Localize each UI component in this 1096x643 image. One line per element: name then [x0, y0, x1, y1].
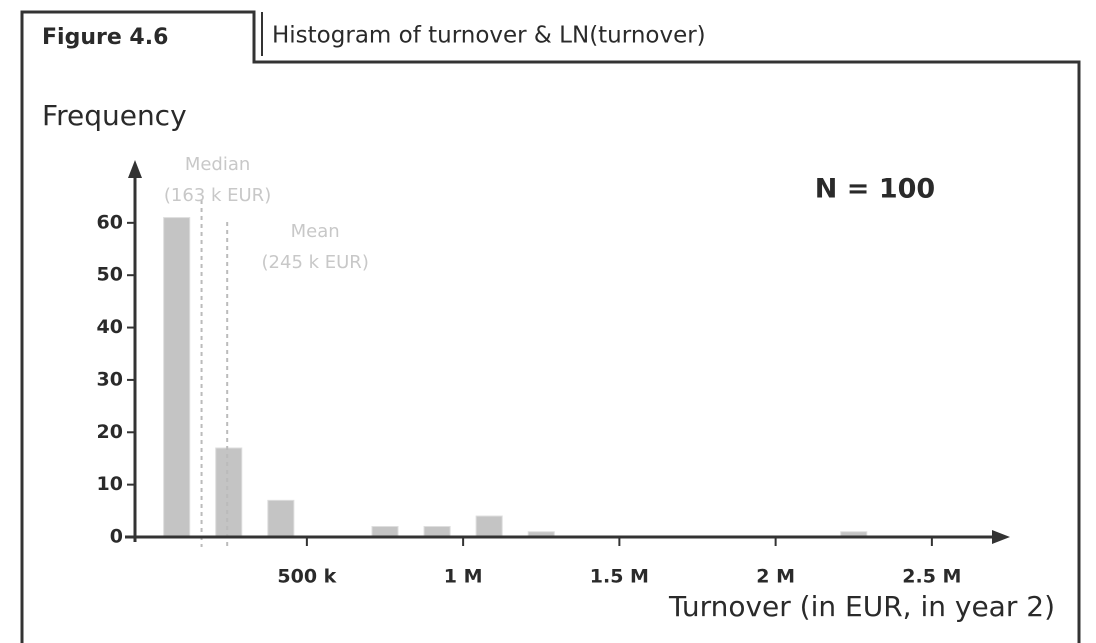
annotation-name: Median	[185, 154, 250, 175]
frame	[20, 10, 1081, 643]
x-axis-arrow	[992, 530, 1010, 544]
x-axis-label: Turnover (in EUR, in year 2)	[668, 590, 1055, 623]
note: N = 100	[815, 174, 935, 205]
annotation-label: (245 k EUR)	[262, 252, 369, 273]
y-tick-label: 50	[97, 264, 123, 286]
y-axis-arrow	[128, 160, 142, 178]
bar	[371, 526, 399, 538]
bar	[423, 526, 451, 538]
bar	[163, 217, 191, 538]
x-tick-label: 500 k	[277, 566, 336, 588]
y-axis-label: Frequency	[42, 99, 187, 132]
y-tick-label: 20	[97, 421, 123, 443]
annotation-name: Mean	[291, 221, 340, 242]
y-tick-label: 40	[97, 316, 123, 338]
x-tick-label: 1 M	[444, 566, 483, 588]
bar	[475, 515, 503, 538]
x-tick-label: 2.5 M	[902, 566, 961, 588]
bar	[267, 499, 295, 538]
y-tick-label: 30	[97, 368, 123, 390]
x-tick-label: 1.5 M	[590, 566, 649, 588]
x-tick-label: 2 M	[756, 566, 795, 588]
chart-title: Histogram of turnover & LN(turnover)	[272, 23, 706, 49]
bar	[215, 447, 243, 538]
annotation-label: (163 k EUR)	[164, 185, 271, 206]
y-tick-label: 60	[97, 211, 123, 233]
y-tick-label: 10	[97, 473, 123, 495]
figure-label: Figure 4.6	[42, 25, 168, 50]
y-tick-label: 0	[110, 526, 123, 548]
